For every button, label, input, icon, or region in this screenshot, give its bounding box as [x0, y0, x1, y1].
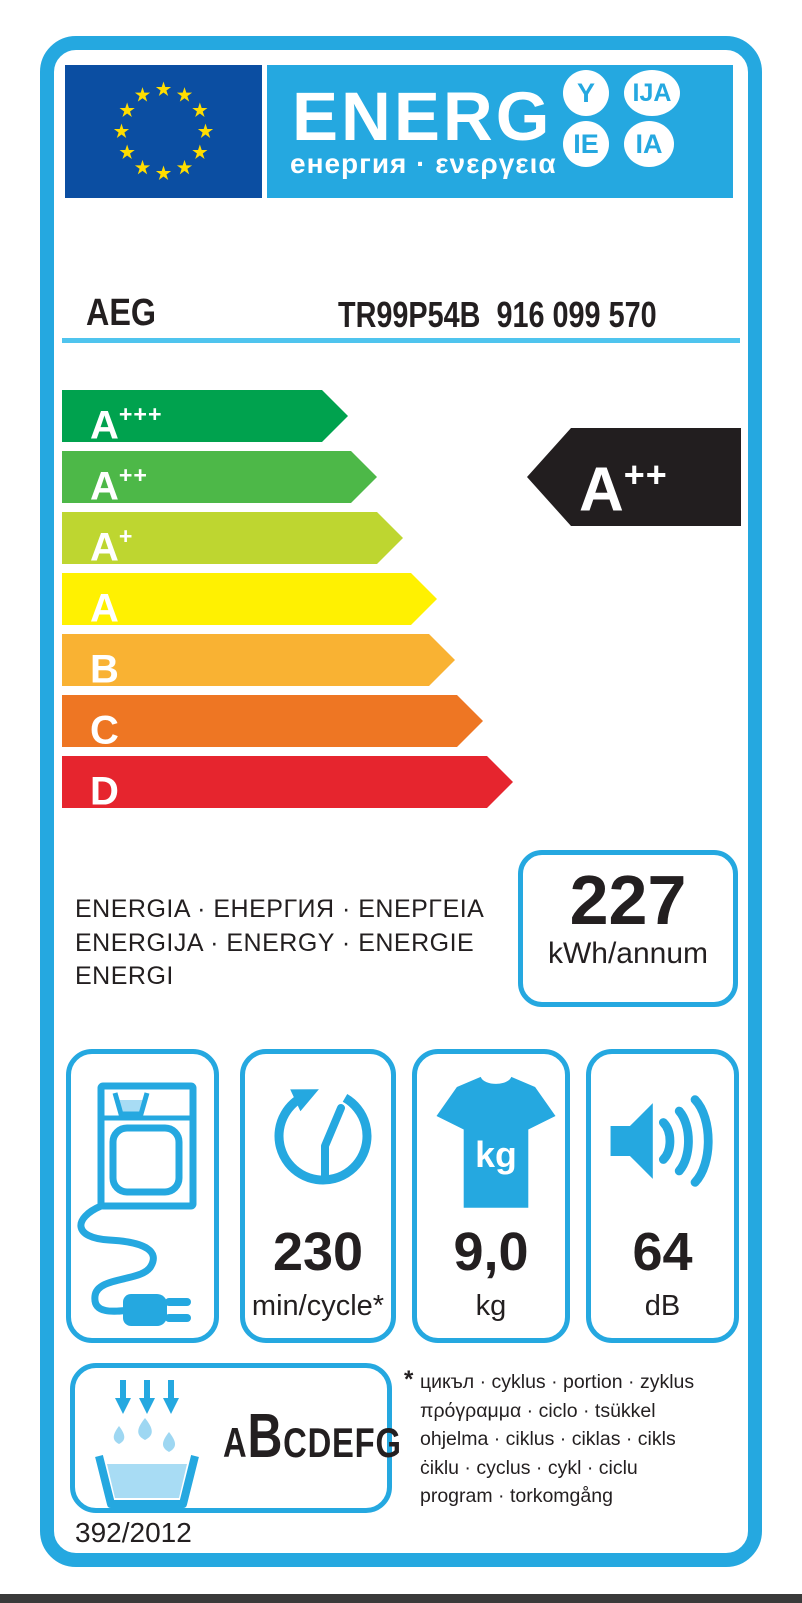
tshirt-kg-label: kg [475, 1135, 517, 1175]
condensation-letter-scale: A B CDEFG [223, 1406, 402, 1468]
scale-sup: ++ [118, 462, 148, 488]
tumble-dryer-plug-icon [77, 1082, 197, 1326]
footnote-asterisk: * [404, 1366, 414, 1393]
annual-energy-value: 227 [569, 861, 687, 939]
eu-flag-stars-icon [113, 81, 214, 180]
energy-word-list: ENERGIA · ЕНЕРГИЯ · ΕΝΕΡΓΕΙΑ ENERGIJA · … [75, 893, 484, 994]
cycle-time-unit: min/cycle* [251, 1290, 385, 1322]
condensation-icon [95, 1380, 199, 1508]
noise-box: 64 dB [586, 1049, 739, 1343]
clock-cycle-icon [274, 1087, 372, 1185]
energ-suffix-circle-ia: IA [624, 121, 674, 167]
footnote-line: ċiklu · cyclus · cykl · ciclu [420, 1456, 638, 1479]
noise-value: 64 [632, 1222, 693, 1282]
condensation-class-box: A B CDEFG [70, 1363, 401, 1513]
scale-letter: A [90, 403, 119, 448]
energ-suffix-circle-ija: IJA [624, 70, 680, 116]
footnote-line: цикъл · cyklus · portion · zyklus [420, 1371, 695, 1393]
energy-word-line: ENERGIA · ЕНЕРГИЯ · ΕΝΕΡΓΕΙΑ [75, 895, 485, 923]
energy-word-line: ENERGI [75, 962, 174, 990]
scale-arrow-a-plus3: A+++ [62, 390, 348, 442]
footnote-line: program · torkomgång [420, 1485, 613, 1507]
scale-arrow-a: A [62, 573, 437, 625]
current-class-letter: A [579, 455, 624, 525]
energ-logo-subtext: енергия · ενεργεια [290, 148, 557, 179]
scale-arrow-c: C [62, 695, 483, 747]
eu-flag [65, 65, 262, 198]
cycle-footnote: * цикъл · cyklus · portion · zyklus πρόγ… [404, 1366, 720, 1511]
brand-name: AEG [86, 292, 157, 334]
scale-arrow-a-plus1: A+ [62, 512, 403, 564]
scale-letter: C [90, 708, 119, 753]
footnote-line: ohjelma · ciklus · ciklas · cikls [420, 1428, 676, 1450]
dryer-plug-box [66, 1049, 219, 1343]
energ-suffix-circle-y: Y [563, 70, 609, 116]
scale-letter: D [90, 769, 119, 814]
cycle-time-value: 230 [272, 1222, 364, 1282]
footnote-line: πρόγραμμα · ciclo · tsükkel [420, 1399, 656, 1422]
energy-word-line: ENERGIJA · ENERGY · ENERGIE [75, 928, 475, 957]
model-number: TR99P54B 916 099 570 [338, 294, 657, 335]
scale-arrow-d: D [62, 756, 513, 808]
condensation-class-letter: B [247, 1402, 284, 1471]
annual-energy-unit: kWh/annum [547, 937, 709, 970]
header-divider [62, 338, 740, 343]
current-class-arrow: A++ [527, 428, 741, 526]
scale-arrow-b: B [62, 634, 455, 686]
speaker-icon [610, 1095, 713, 1187]
page-bottom-edge [0, 1594, 802, 1603]
annual-energy-box: 227 kWh/annum [518, 850, 738, 1007]
noise-unit: dB [644, 1290, 681, 1322]
scale-arrow-a-plus2: A++ [62, 451, 377, 503]
tshirt-kg-icon: kg [436, 1076, 556, 1208]
capacity-unit: kg [475, 1290, 507, 1322]
condensation-letters-before: A [223, 1419, 248, 1466]
energ-logo-text: ENERG [292, 78, 553, 155]
regulation-number: 392/2012 [75, 1517, 192, 1548]
scale-letter: A [90, 525, 119, 570]
scale-sup: + [118, 523, 134, 549]
capacity-value: 9,0 [453, 1222, 529, 1282]
energ-suffix-circle-ie: IE [563, 121, 609, 167]
scale-letter: B [90, 647, 119, 692]
current-class-sup: ++ [623, 454, 668, 495]
scale-sup: +++ [118, 401, 163, 427]
capacity-box: kg 9,0 kg [412, 1049, 570, 1343]
cycle-time-box: 230 min/cycle* [240, 1049, 396, 1343]
scale-letter: A [90, 586, 119, 631]
condensation-letters-after: CDEFG [283, 1419, 402, 1466]
scale-letter: A [90, 464, 119, 509]
